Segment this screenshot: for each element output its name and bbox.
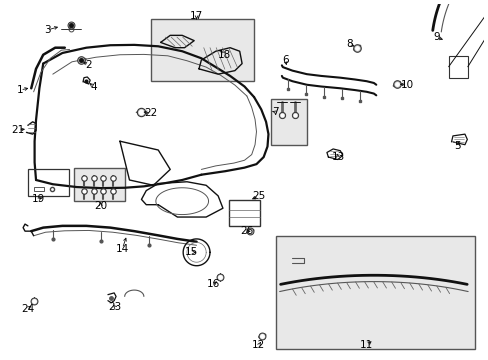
- Text: 16: 16: [206, 279, 220, 289]
- Text: 13: 13: [331, 152, 344, 162]
- Text: 7: 7: [272, 107, 278, 117]
- Text: 6: 6: [282, 55, 288, 65]
- Text: 25: 25: [252, 191, 265, 201]
- Text: 4: 4: [90, 81, 97, 91]
- Text: 18: 18: [217, 50, 230, 60]
- Bar: [229, 201, 260, 226]
- Text: 24: 24: [21, 304, 34, 314]
- Text: 26: 26: [240, 226, 253, 236]
- Text: 12: 12: [252, 340, 265, 350]
- Text: 23: 23: [108, 302, 122, 312]
- Text: 11: 11: [359, 340, 372, 350]
- Bar: [28, 170, 68, 196]
- Text: 20: 20: [94, 202, 107, 211]
- Bar: [447, 56, 467, 78]
- Text: 22: 22: [144, 108, 157, 118]
- Text: 2: 2: [85, 60, 92, 70]
- Bar: [270, 99, 306, 145]
- Text: 21: 21: [12, 125, 25, 135]
- Text: 1: 1: [17, 85, 23, 95]
- Text: 10: 10: [400, 80, 413, 90]
- Text: 8: 8: [346, 39, 352, 49]
- Text: 14: 14: [116, 244, 129, 254]
- Bar: [275, 237, 473, 349]
- Text: 5: 5: [453, 141, 460, 152]
- Text: 3: 3: [43, 25, 50, 35]
- Bar: [151, 19, 254, 81]
- Text: 19: 19: [32, 194, 45, 204]
- Text: 9: 9: [432, 32, 439, 42]
- Text: 15: 15: [185, 247, 198, 257]
- Bar: [74, 168, 124, 201]
- Text: 17: 17: [189, 11, 203, 21]
- Bar: [34, 187, 44, 191]
